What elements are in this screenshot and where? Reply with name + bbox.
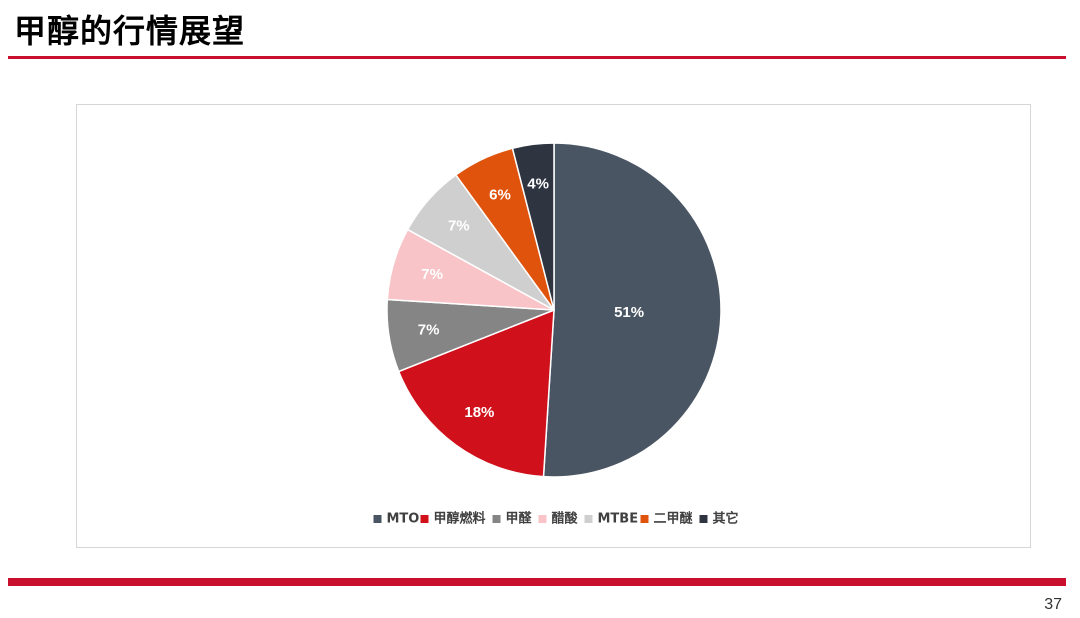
legend-item-6: 二甲醚 xyxy=(640,511,694,527)
legend-label-6: 二甲醚 xyxy=(654,511,694,527)
legend-item-3: 甲醛 xyxy=(492,511,533,527)
chart-legend: MTO 甲醇燃料 甲醛 醋酸 MTBE 二甲醚 其它 xyxy=(373,511,739,527)
pie-data-label-2: 18% xyxy=(464,404,494,421)
legend-label-4: 醋酸 xyxy=(552,511,579,527)
legend-swatch-2 xyxy=(420,515,429,523)
legend-item-1: MTO xyxy=(373,512,420,527)
legend-swatch-6 xyxy=(640,515,649,523)
legend-item-2: 甲醇燃料 xyxy=(420,511,486,527)
pie-slice-2 xyxy=(397,308,555,478)
legend-item-5: MTBE xyxy=(584,512,639,527)
legend-label-3: 甲醛 xyxy=(506,511,533,527)
pie-slices xyxy=(386,142,722,478)
pie-data-label-6: 6% xyxy=(489,187,511,204)
pie-data-label-4: 7% xyxy=(421,266,443,283)
legend-item-4: 醋酸 xyxy=(538,511,579,527)
legend-swatch-7 xyxy=(699,515,708,523)
legend-label-7: 其它 xyxy=(713,511,739,527)
legend-label-5: MTBE xyxy=(598,512,639,527)
footer-bar xyxy=(8,578,1066,586)
legend-label-1: MTO xyxy=(387,512,420,527)
title-divider xyxy=(8,56,1066,59)
legend-label-2: 甲醇燃料 xyxy=(434,511,486,527)
legend-item-7: 其它 xyxy=(699,511,739,527)
slide-title: 甲醇的行情展望 xyxy=(14,12,246,50)
legend-swatch-3 xyxy=(492,515,501,523)
pie-data-label-5: 7% xyxy=(448,218,470,235)
pie-chart: 51% 18% 7% 7% 7% 6% 4% MTO 甲醇燃料 甲醛 醋酸 MTBE 二甲醚 其它 xyxy=(373,142,739,527)
pie-data-label-7: 4% xyxy=(527,176,549,193)
legend-swatch-5 xyxy=(584,515,593,523)
legend-swatch-4 xyxy=(538,515,547,523)
legend-swatch-1 xyxy=(373,515,382,523)
page-number: 37 xyxy=(1044,596,1062,613)
pie-data-labels: 51% 18% 7% 7% 7% 6% 4% xyxy=(418,176,644,422)
pie-data-label-3: 7% xyxy=(418,321,440,338)
chart-frame: 51% 18% 7% 7% 7% 6% 4% MTO 甲醇燃料 甲醛 醋酸 MTBE 二甲醚 其它 xyxy=(76,104,1031,548)
pie-slice-1 xyxy=(542,142,722,478)
pie-slice-7 xyxy=(511,142,555,311)
pie-data-label-1: 51% xyxy=(614,304,644,321)
